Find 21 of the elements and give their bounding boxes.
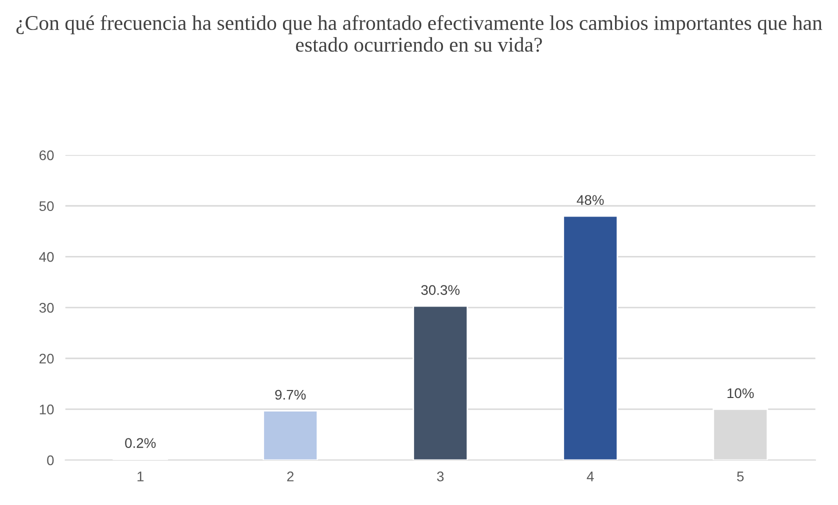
data-label: 9.7% [275, 390, 306, 400]
x-tick-label: 1 [138, 472, 144, 482]
bar [262, 410, 318, 460]
y-tick-label: 50 [39, 201, 54, 212]
y-tick-label: 40 [39, 252, 54, 262]
data-label: 30.3% [421, 285, 460, 295]
data-label: 0.2% [125, 438, 156, 448]
y-tick-label: 30 [39, 302, 54, 313]
bar [562, 215, 618, 460]
y-tick-label: 60 [40, 150, 54, 160]
x-tick-label: 4 [586, 472, 594, 482]
y-tick-label: 10 [40, 404, 54, 414]
data-label: 48% [576, 195, 604, 205]
data-label: 10% [728, 388, 754, 398]
bar [412, 305, 468, 460]
x-tick-label: 2 [287, 472, 294, 482]
y-tick-label: 0 [47, 455, 54, 466]
x-tick-label: 5 [737, 472, 744, 482]
chart-title: ¿Con qué frecuencia ha sentido que ha afrontado efectivamente los cambios importantes que han estado ocurriendo en su vida? [16, 15, 822, 52]
y-tick-label: 20 [40, 354, 54, 364]
x-tick-label: 3 [437, 472, 444, 482]
